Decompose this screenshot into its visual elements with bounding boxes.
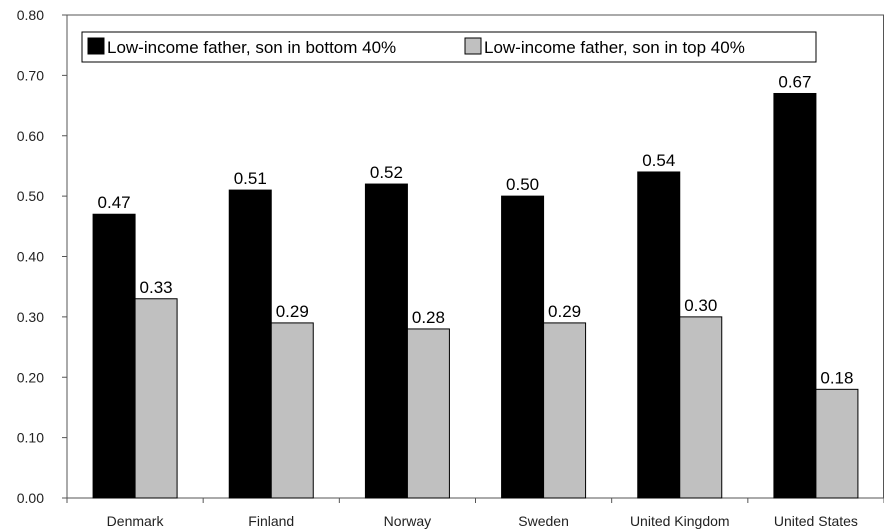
data-label-bottom-40: 0.67: [778, 72, 811, 91]
y-tick-label: 0.80: [17, 7, 44, 23]
data-labels: 0.47 0.33 0.51 0.29 0.52 0.28 0.50 0.29 0.54 0.30…: [98, 72, 854, 387]
data-label-top-40: 0.30: [684, 296, 717, 315]
bar-top-40: [679, 316, 723, 499]
y-tick-label: 0.00: [17, 490, 44, 506]
x-category-label: United Kingdom: [630, 513, 730, 529]
y-tick-label: 0.50: [17, 188, 44, 204]
bar-bottom-40: [364, 183, 408, 499]
bar-bottom-40: [637, 171, 681, 499]
data-label-top-40: 0.28: [412, 308, 445, 327]
legend-label-top-40: Low-income father, son in top 40%: [484, 38, 745, 57]
y-axis: 0.00 0.10 0.20 0.30 0.40 0.50 0.60 0.70 0.80: [17, 7, 68, 506]
data-label-top-40: 0.29: [548, 302, 581, 321]
x-category-label: United States: [774, 513, 858, 529]
bar-bottom-40: [501, 195, 545, 499]
data-label-top-40: 0.33: [140, 278, 173, 297]
x-category-label: Sweden: [518, 513, 569, 529]
y-tick-label: 0.70: [17, 67, 44, 83]
x-category-label: Norway: [384, 513, 431, 529]
bar-bottom-40: [228, 189, 272, 499]
bar-bottom-40: [92, 213, 136, 499]
plot-frame: [67, 14, 884, 498]
data-label-bottom-40: 0.47: [98, 193, 131, 212]
bar-top-40: [270, 322, 314, 499]
legend-swatch-bottom-40: [87, 37, 105, 55]
bar-top-40: [543, 322, 587, 499]
data-label-bottom-40: 0.50: [506, 175, 539, 194]
data-label-bottom-40: 0.54: [642, 151, 675, 170]
legend-label-bottom-40: Low-income father, son in bottom 40%: [107, 38, 396, 57]
y-tick-label: 0.60: [17, 128, 44, 144]
y-tick-label: 0.40: [17, 249, 44, 265]
data-label-top-40: 0.18: [820, 368, 853, 387]
bar-top-40: [406, 328, 450, 499]
data-label-top-40: 0.29: [276, 302, 309, 321]
x-category-label: Finland: [248, 513, 294, 529]
y-tick-label: 0.20: [17, 369, 44, 385]
legend-box: [81, 31, 817, 63]
bars: [92, 92, 859, 499]
bar-top-40: [815, 388, 859, 499]
legend: Low-income father, son in bottom 40% Low…: [81, 31, 817, 63]
y-tick-label: 0.30: [17, 309, 44, 325]
data-label-bottom-40: 0.52: [370, 163, 403, 182]
legend-swatch-top-40: [464, 37, 482, 55]
x-axis: Denmark Finland Norway Sweden United Kingdom…: [66, 497, 884, 529]
y-tick-label: 0.10: [17, 430, 44, 446]
data-label-bottom-40: 0.51: [234, 169, 267, 188]
bar-bottom-40: [773, 92, 817, 499]
bar-top-40: [134, 298, 178, 499]
x-category-label: Denmark: [107, 513, 165, 529]
